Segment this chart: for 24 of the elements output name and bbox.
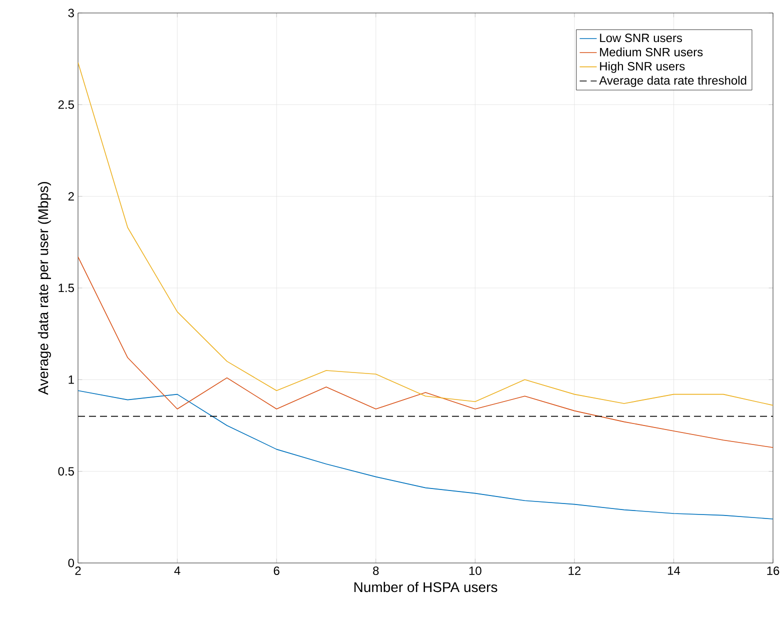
line-series — [78, 390, 774, 520]
x-tick-label: 14 — [668, 566, 680, 575]
legend-label: Medium SNR users — [600, 48, 703, 56]
y-tick-label: 2 — [68, 192, 74, 201]
line-series — [78, 256, 774, 448]
y-tick-label: 2.5 — [58, 100, 74, 109]
x-tick-label: 10 — [469, 566, 482, 576]
x-tick-label: 6 — [274, 566, 280, 576]
y-tick-label: 0.5 — [58, 467, 74, 476]
legend-label: Average data rate threshold — [599, 76, 746, 88]
y-tick-label: 3 — [68, 8, 74, 18]
legend-label: Low SNR users — [600, 34, 682, 42]
legend-label: High SNR users — [600, 62, 685, 73]
y-tick-label: 1 — [68, 376, 74, 384]
x-tick-label: 8 — [373, 566, 379, 576]
x-tick-label: 4 — [174, 566, 180, 575]
line-series — [78, 62, 774, 406]
y-tick-label: 0 — [68, 558, 74, 568]
x-tick-label: 12 — [568, 566, 581, 575]
y-axis-title: Average data rate per user (Mbps) — [38, 182, 51, 395]
x-axis-title: Number of HSPA users — [354, 582, 498, 592]
x-tick-label: 2 — [75, 566, 81, 575]
y-tick-label: 1.5 — [58, 284, 74, 292]
x-tick-label: 16 — [767, 566, 780, 576]
